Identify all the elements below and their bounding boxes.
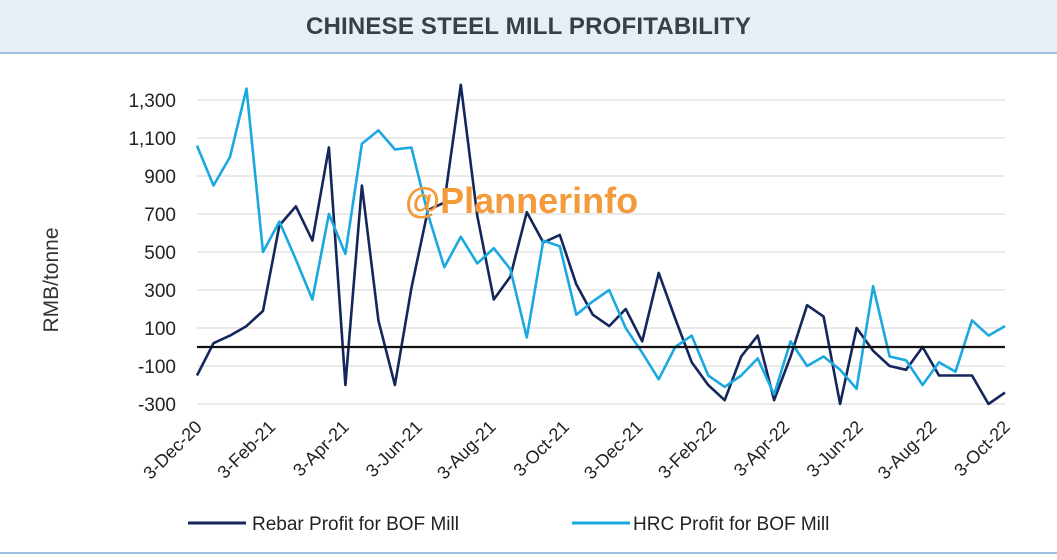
y-tick-label: 500	[144, 243, 176, 264]
x-tick-label: 3-Feb-21	[213, 417, 279, 483]
y-tick-label: 700	[144, 205, 176, 226]
x-tick-label: 3-Jun-22	[803, 417, 867, 481]
y-axis-label: RMB/tonne	[40, 227, 63, 332]
x-axis-ticks: 3-Dec-20 3-Feb-21 3-Apr-21 3-Jun-21 3-Aug-21…	[139, 417, 1013, 484]
chart-title: CHINESE STEEL MILL PROFITABILITY	[305, 13, 752, 40]
x-tick-label: 3-Dec-21	[580, 417, 646, 483]
x-tick-label: 3-Feb-22	[654, 417, 720, 483]
gridlines	[197, 99, 1005, 405]
series-line-hrc	[195, 87, 1006, 396]
y-tick-label: -300	[138, 395, 176, 416]
series-lines	[195, 83, 1006, 406]
watermark: @Plannerinfo	[405, 180, 638, 221]
y-tick-label: 300	[144, 281, 176, 302]
series-line-rebar	[195, 83, 1006, 406]
x-tick-label: 3-Apr-22	[730, 417, 794, 481]
x-tick-label: 3-Aug-22	[874, 417, 941, 484]
y-tick-label: 1,300	[128, 91, 176, 112]
x-tick-label: 3-Dec-20	[139, 417, 205, 483]
x-tick-label: 3-Apr-21	[289, 417, 353, 481]
legend-label-hrc: HRC Profit for BOF Mill	[633, 514, 829, 535]
y-tick-label: 1,100	[128, 129, 176, 150]
legend-label-rebar: Rebar Profit for BOF Mill	[252, 514, 459, 535]
bottom-border	[0, 552, 1057, 554]
title-bar: CHINESE STEEL MILL PROFITABILITY	[0, 0, 1057, 54]
legend: Rebar Profit for BOF Mill HRC Profit for…	[188, 514, 829, 535]
y-tick-label: 900	[144, 167, 176, 188]
x-tick-label: 3-Oct-21	[509, 417, 573, 481]
x-tick-label: 3-Oct-22	[950, 417, 1014, 481]
x-tick-label: 3-Jun-21	[362, 417, 426, 481]
x-tick-label: 3-Aug-21	[433, 417, 500, 484]
y-tick-label: 100	[144, 319, 176, 340]
y-tick-label: -100	[138, 357, 176, 378]
y-axis-ticks: 1,300 1,100 900 700 500 300 100 -100 -300	[128, 91, 176, 416]
